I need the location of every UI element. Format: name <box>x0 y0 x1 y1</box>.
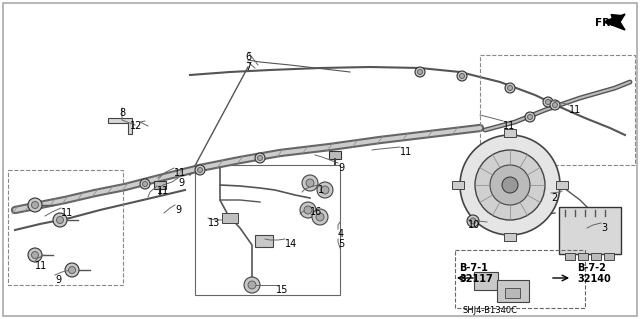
Circle shape <box>31 202 38 209</box>
Text: 9: 9 <box>175 205 181 215</box>
FancyBboxPatch shape <box>452 181 464 189</box>
Text: 11: 11 <box>400 147 412 157</box>
Circle shape <box>317 182 333 198</box>
Circle shape <box>65 263 79 277</box>
FancyBboxPatch shape <box>578 253 588 260</box>
Circle shape <box>321 186 329 194</box>
Circle shape <box>527 115 532 120</box>
FancyBboxPatch shape <box>154 181 166 189</box>
Text: 7: 7 <box>245 62 251 72</box>
Text: 14: 14 <box>285 239 297 249</box>
Circle shape <box>302 175 318 191</box>
FancyBboxPatch shape <box>474 272 498 290</box>
Circle shape <box>475 150 545 220</box>
FancyBboxPatch shape <box>559 207 621 254</box>
Text: 2: 2 <box>551 193 557 203</box>
FancyBboxPatch shape <box>504 233 516 241</box>
Circle shape <box>490 165 530 205</box>
Text: 5: 5 <box>338 239 344 249</box>
Text: B-7-1: B-7-1 <box>459 263 488 273</box>
Text: 10: 10 <box>468 220 480 230</box>
FancyBboxPatch shape <box>329 151 341 159</box>
Circle shape <box>28 248 42 262</box>
Text: 11: 11 <box>569 105 581 115</box>
Text: 11: 11 <box>174 168 186 178</box>
Text: 11: 11 <box>61 208 73 218</box>
Circle shape <box>195 165 205 175</box>
Circle shape <box>470 218 476 224</box>
Text: 11: 11 <box>157 186 169 196</box>
Text: 4: 4 <box>338 229 344 239</box>
Text: 6: 6 <box>245 52 251 62</box>
Circle shape <box>415 67 425 77</box>
Circle shape <box>502 177 518 193</box>
FancyBboxPatch shape <box>604 253 614 260</box>
Text: 16: 16 <box>310 207 323 217</box>
Circle shape <box>552 102 557 108</box>
Circle shape <box>306 179 314 187</box>
FancyBboxPatch shape <box>255 235 273 247</box>
Circle shape <box>255 153 265 163</box>
Text: SHJ4-B1340C: SHJ4-B1340C <box>463 306 518 315</box>
Circle shape <box>525 112 535 122</box>
Text: 32140: 32140 <box>577 274 611 284</box>
FancyBboxPatch shape <box>565 253 575 260</box>
Circle shape <box>460 135 560 235</box>
FancyBboxPatch shape <box>497 280 529 302</box>
Text: 13: 13 <box>208 218 220 228</box>
Circle shape <box>31 251 38 258</box>
Polygon shape <box>108 118 132 134</box>
Circle shape <box>505 83 515 93</box>
Text: 3: 3 <box>601 223 607 233</box>
FancyArrowPatch shape <box>607 15 620 22</box>
Circle shape <box>543 97 553 107</box>
Text: 11: 11 <box>503 121 515 131</box>
Text: FR.: FR. <box>595 18 614 28</box>
Circle shape <box>28 198 42 212</box>
Circle shape <box>550 100 560 110</box>
Circle shape <box>248 281 256 289</box>
Text: 9: 9 <box>55 275 61 285</box>
Circle shape <box>300 202 316 218</box>
Circle shape <box>467 215 479 227</box>
Circle shape <box>244 277 260 293</box>
Circle shape <box>508 85 513 91</box>
Circle shape <box>417 70 422 75</box>
Polygon shape <box>604 14 625 30</box>
Circle shape <box>68 266 76 273</box>
Circle shape <box>257 155 262 160</box>
Circle shape <box>460 73 465 78</box>
Circle shape <box>53 213 67 227</box>
Text: 9: 9 <box>338 163 344 173</box>
FancyBboxPatch shape <box>505 288 520 298</box>
FancyBboxPatch shape <box>504 129 516 137</box>
Circle shape <box>304 206 312 214</box>
Text: 32117: 32117 <box>459 274 493 284</box>
FancyBboxPatch shape <box>222 213 238 223</box>
Circle shape <box>457 71 467 81</box>
Text: 8: 8 <box>119 108 125 118</box>
FancyBboxPatch shape <box>591 253 601 260</box>
Text: 9: 9 <box>178 178 184 188</box>
Circle shape <box>143 182 147 187</box>
Text: 1: 1 <box>318 185 324 195</box>
Circle shape <box>312 209 328 225</box>
FancyBboxPatch shape <box>556 181 568 189</box>
Circle shape <box>198 167 202 173</box>
Circle shape <box>316 213 324 221</box>
Circle shape <box>140 179 150 189</box>
Text: 15: 15 <box>276 285 289 295</box>
Text: 12: 12 <box>130 121 142 131</box>
Text: 11: 11 <box>35 261 47 271</box>
Circle shape <box>56 217 63 224</box>
Circle shape <box>545 100 550 105</box>
Text: B-7-2: B-7-2 <box>577 263 606 273</box>
